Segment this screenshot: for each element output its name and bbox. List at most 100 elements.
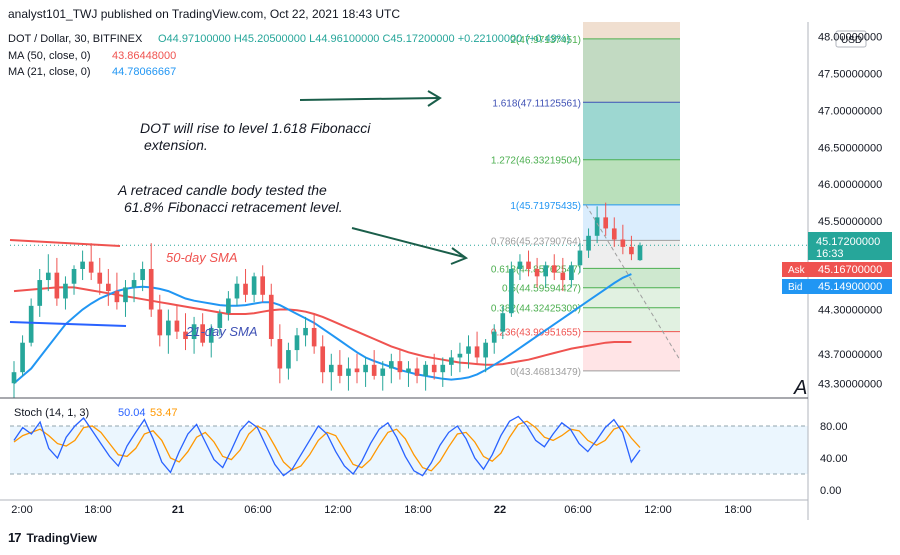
time-tick-label: 18:00 — [724, 504, 752, 516]
candle-body — [380, 368, 386, 376]
candle-body — [328, 364, 334, 373]
old-support-line — [9, 321, 127, 327]
candle-body — [397, 361, 403, 373]
annotation-sma21: 21-day SMA — [185, 324, 258, 339]
time-tick-label: 06:00 — [564, 504, 592, 516]
candle-body — [509, 268, 514, 314]
ask-badge — [812, 262, 892, 277]
candle-body — [166, 320, 171, 336]
candle-body — [629, 246, 634, 255]
tradingview-logo-icon: 17 — [8, 530, 22, 545]
price-tick-label: 45.50000000 — [818, 216, 882, 228]
candle-body — [474, 346, 480, 358]
candle-body — [20, 342, 25, 373]
fib-zone — [583, 159, 680, 205]
fib-level-label: 0(43.46813479) — [510, 367, 581, 378]
legend-ma50-value: 43.86448000 — [112, 50, 176, 62]
candle-body — [54, 272, 60, 299]
footer-brand[interactable]: 17 TradingView — [8, 530, 97, 545]
time-tick-label: 12:00 — [324, 504, 352, 516]
currency-badge[interactable] — [835, 30, 867, 48]
stoch-d-value: 53.47 — [150, 407, 178, 419]
legend-symbol: DOT / Dollar, 30, BITFINEX — [8, 33, 143, 45]
candle-body — [569, 265, 574, 281]
bid-tag — [782, 279, 812, 294]
candle-body — [63, 283, 68, 299]
candle-body — [260, 276, 266, 295]
candle-body — [354, 368, 360, 373]
candle-body — [71, 268, 77, 284]
legend-ma21-value: 44.78066667 — [112, 66, 176, 78]
candle-body — [320, 346, 326, 373]
candle-body — [457, 353, 463, 358]
candle-body — [543, 265, 548, 277]
ask-value: 45.16700000 — [818, 264, 882, 276]
candle-body — [268, 294, 274, 340]
candle-body — [551, 265, 557, 273]
candle-body — [277, 339, 283, 369]
price-ticks: 48.00000000 47.50000000 47.00000000 46.5000… — [818, 32, 882, 391]
time-tick-label: 21 — [172, 504, 184, 516]
time-tick-label: 18:00 — [84, 504, 112, 516]
time-tick-label: 12:00 — [644, 504, 672, 516]
publish-line: analyst101_TWJ published on TradingView.… — [8, 7, 400, 21]
fib-level-label: 0.5(44.59594427) — [502, 284, 581, 295]
price-tick-label: 48.00000000 — [818, 32, 882, 44]
candle-body — [406, 368, 411, 373]
price-tick-label: 47.00000000 — [818, 105, 882, 117]
stoch-ticks: 80.00 40.00 0.00 — [820, 421, 848, 497]
fib-zone — [583, 102, 680, 160]
legend-ma21-label: MA (21, close, 0) — [8, 66, 91, 78]
stoch-k-line — [13, 415, 641, 477]
footer-brand-label: TradingView — [26, 530, 97, 545]
stoch-k-value: 50.04 — [118, 407, 146, 419]
currency-label: USD — [841, 35, 862, 46]
candle-body — [234, 283, 240, 299]
candle-body — [217, 313, 223, 328]
stoch-tick-label: 0.00 — [820, 485, 841, 497]
annotation-retrace-line2: 61.8% Fibonacci retracement level. — [124, 199, 343, 215]
candle-body — [431, 364, 437, 373]
price-tick-label: 43.70000000 — [818, 349, 882, 361]
candle-body — [620, 239, 626, 247]
annotation-rise-line2: extension. — [144, 137, 208, 153]
candle-body — [148, 268, 154, 310]
legend-ohlc: O44.97100000 H45.20500000 L44.96100000 C… — [158, 33, 570, 45]
stoch-tick-label: 80.00 — [820, 421, 848, 433]
candle-body — [423, 364, 428, 376]
candle-body — [106, 283, 111, 292]
stoch-label: Stoch (14, 1, 3) — [14, 407, 89, 419]
fib-level-label: 0.236(43.99951655) — [491, 328, 581, 339]
price-tick-label: 46.50000000 — [818, 142, 882, 154]
time-axis: 2:00 18:00 21 06:00 12:00 18:00 22 06:00 12:00 18… — [11, 504, 751, 516]
candle-body — [303, 327, 308, 336]
candle-body — [11, 372, 17, 384]
fib-level-label: 0.382(44.32425309) — [491, 304, 581, 315]
fib-zone — [583, 268, 680, 288]
candle-body — [466, 346, 471, 354]
annotation-arrowhead-mid — [450, 247, 469, 265]
candle-body — [483, 342, 488, 358]
bid-value: 45.14900000 — [818, 281, 882, 293]
legend-ma50-label: MA (50, close, 0) — [8, 50, 91, 62]
time-tick-label: 22 — [494, 504, 506, 516]
bar-countdown: 16:33 — [816, 248, 844, 260]
fib-level-label: 1.618(47.11125561) — [492, 98, 581, 109]
candle-body — [577, 250, 583, 266]
fib-zone-top — [583, 22, 680, 39]
time-tick-label: 2:00 — [11, 504, 32, 516]
candle-body — [226, 298, 231, 314]
stoch-d-line — [13, 420, 641, 472]
candle-body — [611, 228, 617, 240]
time-tick-label: 06:00 — [244, 504, 272, 516]
annotation-arrow-mid — [351, 227, 465, 258]
last-price-badge — [808, 232, 892, 260]
price-tick-label: 44.30000000 — [818, 305, 882, 317]
fib-level-label: 1(45.71975435) — [510, 201, 581, 212]
projection-dashed-line — [585, 204, 681, 361]
candle-body — [286, 350, 291, 369]
candle-body — [191, 324, 197, 340]
bid-label: Bid — [788, 282, 802, 293]
price-tick-label: 43.30000000 — [818, 378, 882, 390]
price-tick-label: 46.00000000 — [818, 179, 882, 191]
